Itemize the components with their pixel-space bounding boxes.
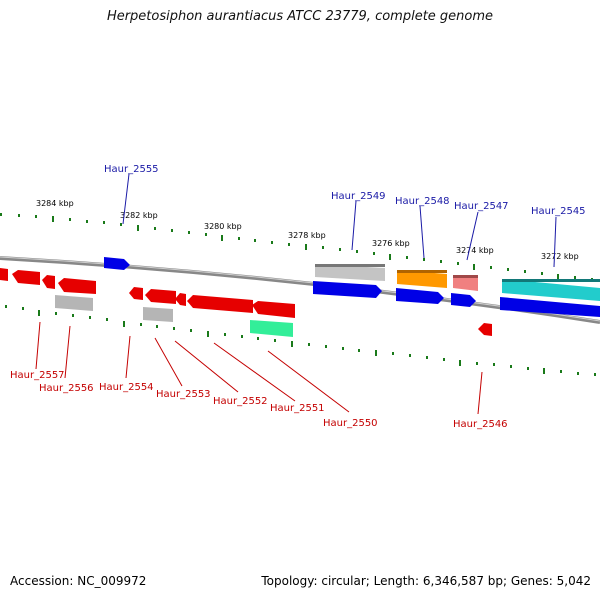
label-leaders-bottom [35, 321, 483, 415]
gene-reverse-cds[interactable] [175, 293, 186, 306]
gene-label[interactable]: Haur_2551 [270, 403, 325, 414]
accession-text: Accession: NC_009972 [10, 574, 147, 588]
gene-haur-2545[interactable] [502, 279, 600, 301]
gene-label[interactable]: Haur_2557 [10, 370, 65, 381]
gene-label[interactable]: Haur_2556 [39, 383, 94, 394]
gene-haur-2551[interactable] [252, 301, 295, 318]
scale-label: 3282 kbp [120, 211, 158, 220]
gene-haur-2550[interactable] [250, 320, 293, 337]
gene-shade [453, 275, 478, 278]
forward-features [104, 257, 600, 317]
gene-label[interactable]: Haur_2548 [395, 196, 450, 207]
gene-haur-2554[interactable] [129, 287, 143, 300]
gene-label[interactable]: Haur_2553 [156, 389, 211, 400]
scale-label: 3280 kbp [204, 222, 242, 231]
outer-scale [0, 213, 593, 281]
label-leaders-top [122, 173, 557, 268]
gene-reverse-cds[interactable] [187, 295, 253, 313]
gene-label[interactable]: Haur_2545 [531, 206, 586, 217]
map-title: Herpetosiphon aurantiacus ATCC 23779, co… [106, 9, 494, 24]
gene-label[interactable]: Haur_2554 [99, 382, 154, 393]
inner-scale [5, 305, 596, 376]
gene-shade [502, 279, 600, 282]
gene-forward-cds[interactable] [396, 288, 444, 304]
gene-haur-2552[interactable] [143, 307, 173, 322]
gene-haur-2549-rna[interactable] [315, 264, 385, 281]
gene-label[interactable]: Haur_2550 [323, 418, 378, 429]
gene-haur-2556-rna[interactable] [55, 295, 93, 311]
scale-label: 3284 kbp [36, 199, 74, 208]
gene-reverse-cds[interactable] [12, 270, 40, 285]
gene-haur-2548[interactable] [397, 270, 447, 288]
gene-haur-2547[interactable] [453, 275, 478, 291]
gene-forward-cds[interactable] [500, 297, 600, 317]
gene-forward-cds[interactable] [313, 281, 382, 298]
gene-label[interactable]: Haur_2547 [454, 201, 509, 212]
gene-label[interactable]: Haur_2549 [331, 191, 386, 202]
scale-label: 3278 kbp [288, 231, 326, 240]
gene-label[interactable]: Haur_2552 [213, 396, 268, 407]
gene-haur-2546[interactable] [478, 323, 492, 336]
scale-label: 3272 kbp [541, 252, 579, 261]
scale-label: 3276 kbp [372, 239, 410, 248]
gene-reverse-cds[interactable] [58, 278, 96, 294]
gene-reverse-cds[interactable] [42, 275, 55, 289]
gene-label[interactable]: Haur_2555 [104, 164, 159, 175]
gene-forward-cds[interactable] [451, 293, 476, 307]
gene-shade [315, 264, 385, 267]
gene-haur-2553[interactable] [145, 289, 176, 304]
gene-haur-2555[interactable] [104, 257, 130, 270]
scale-label: 3274 kbp [456, 246, 494, 255]
gene-shade [397, 270, 447, 273]
reverse-features [0, 268, 492, 337]
gene-haur-2557[interactable] [0, 268, 8, 281]
genome-summary-text: Topology: circular; Length: 6,346,587 bp… [261, 574, 591, 588]
gene-label[interactable]: Haur_2546 [453, 419, 508, 430]
